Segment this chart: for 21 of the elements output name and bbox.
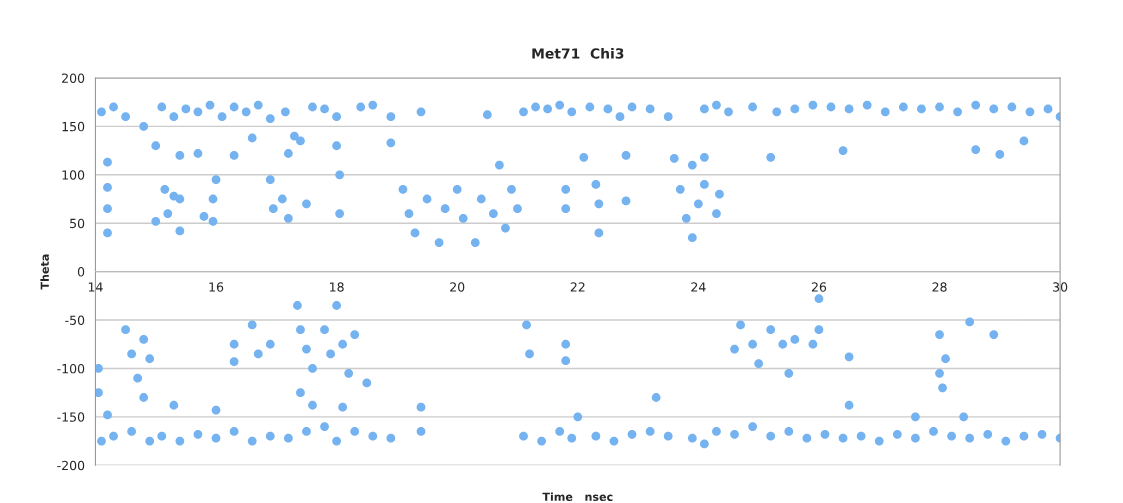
y-tick-label: 200 [62, 73, 85, 83]
chart-title: Met71 Chi3 [532, 47, 624, 59]
x-tick-label: 14 [88, 282, 103, 292]
x-tick-label: 16 [209, 282, 224, 292]
y-tick-label: 0 [77, 267, 85, 277]
y-tick-label: -50 [65, 315, 85, 325]
y-tick-label: 100 [62, 170, 85, 180]
x-tick-label: 30 [1053, 282, 1068, 292]
y-tick-label: -150 [57, 412, 85, 422]
x-tick-label: 24 [691, 282, 706, 292]
x-axis-title: Time nsec [542, 492, 613, 501]
y-tick-label: -100 [57, 363, 85, 374]
y-tick-label: 50 [70, 218, 85, 229]
y-tick-label: 150 [62, 121, 85, 132]
x-tick-label: 26 [811, 282, 827, 292]
y-axis-title: Theta [40, 254, 49, 290]
x-tick-label: 22 [570, 282, 585, 292]
y-tick-label: -200 [57, 460, 85, 471]
x-tick-label: 20 [450, 282, 465, 292]
x-tick-label: 28 [932, 282, 947, 292]
x-tick-label: 18 [330, 282, 344, 292]
